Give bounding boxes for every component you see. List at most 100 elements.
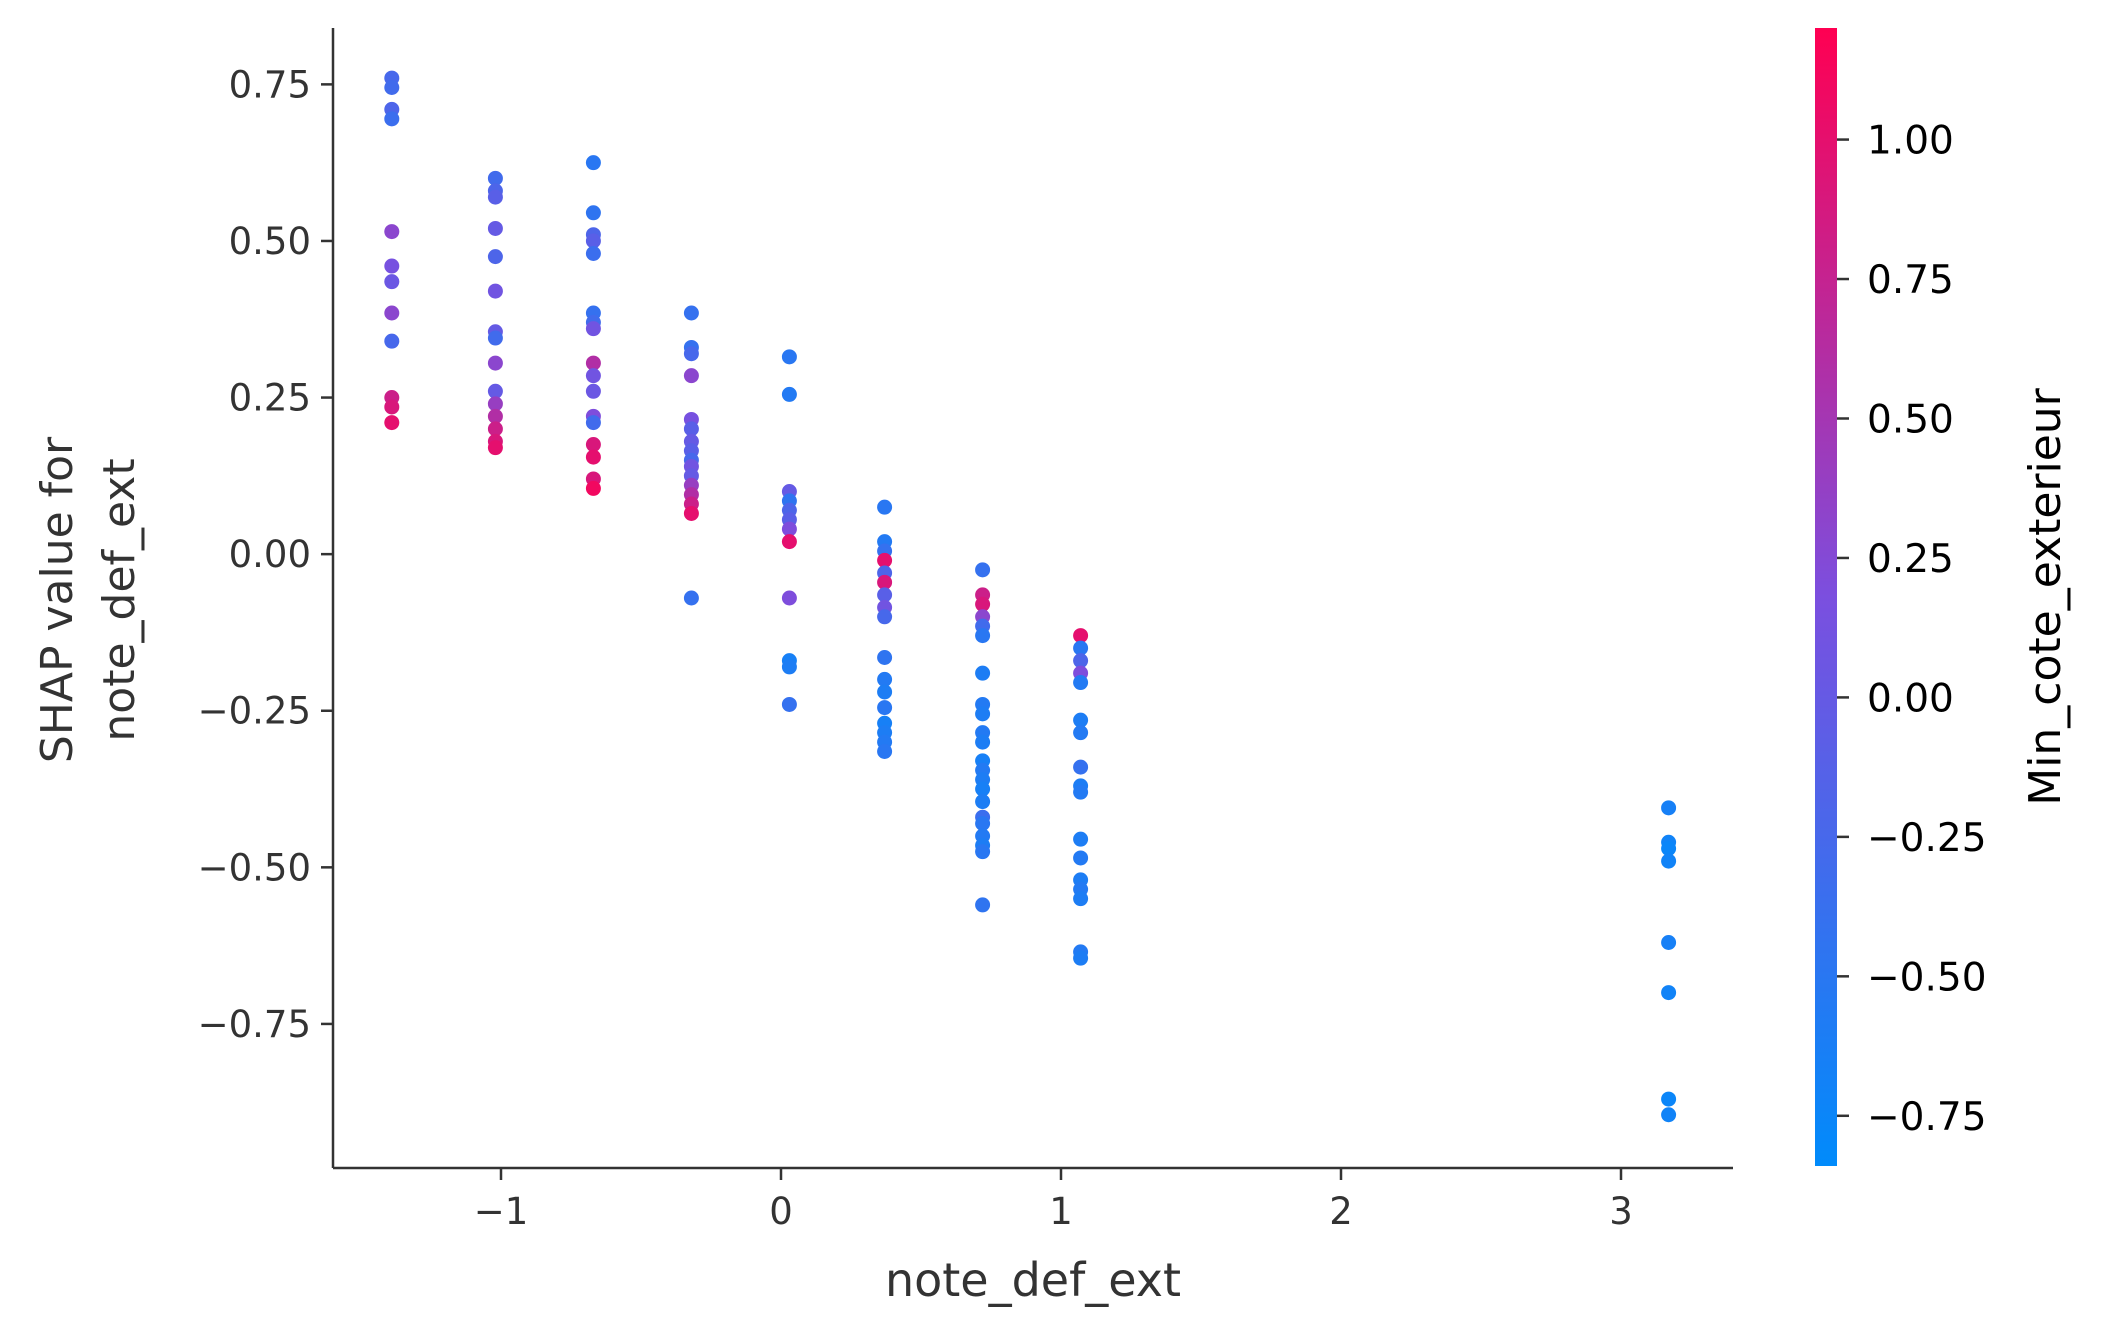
data-point: [585, 321, 601, 337]
y-axis-label-line-2: note_def_ext: [94, 458, 145, 741]
data-point: [487, 383, 503, 399]
data-point: [585, 355, 601, 371]
y-tick-label: 0.50: [229, 220, 311, 263]
data-point: [683, 505, 699, 521]
data-point: [877, 609, 893, 625]
data-point: [975, 844, 991, 860]
data-point: [1661, 841, 1677, 857]
data-point: [975, 665, 991, 681]
y-tick-label: −0.25: [198, 690, 311, 733]
y-tick-label: 0.25: [229, 377, 311, 420]
colorbar-tick-label: 1.00: [1867, 119, 1954, 164]
data-point: [975, 897, 991, 913]
data-point: [1073, 831, 1089, 847]
data-point: [384, 80, 400, 96]
data-point: [585, 449, 601, 465]
data-point: [877, 684, 893, 700]
data-point: [585, 415, 601, 431]
data-point: [487, 220, 503, 236]
data-point: [781, 659, 797, 675]
data-point: [781, 521, 797, 537]
data-point: [683, 305, 699, 321]
data-point: [1073, 712, 1089, 728]
data-point: [1073, 675, 1089, 691]
colorbar-tick-label: 0.50: [1867, 397, 1954, 442]
data-point: [1073, 725, 1089, 741]
data-point: [487, 396, 503, 412]
data-point: [781, 349, 797, 365]
data-point: [384, 111, 400, 127]
colorbar-tick-label: −0.25: [1867, 816, 1987, 861]
data-point: [585, 368, 601, 384]
x-axis-label: note_def_ext: [885, 1253, 1181, 1307]
data-point: [585, 437, 601, 453]
colorbar-tick-label: 0.75: [1867, 258, 1954, 303]
y-axis-ticks: 0.75 0.50 0.25 0.00 −0.25 −0.50 −0.75: [198, 63, 333, 1046]
x-tick-label: 0: [769, 1190, 793, 1233]
data-point: [1661, 1091, 1677, 1107]
data-point: [487, 355, 503, 371]
x-tick-label: 2: [1329, 1190, 1353, 1233]
data-point: [585, 383, 601, 399]
colorbar-tick-label: 0.00: [1867, 676, 1954, 721]
colorbar: [1815, 28, 1837, 1166]
data-point: [975, 794, 991, 810]
data-point: [877, 499, 893, 515]
data-point: [683, 346, 699, 362]
data-point: [975, 628, 991, 644]
colorbar-ticks: 1.00 0.75 0.50 0.25 0.00 −0.25 −0.50 −0.75: [1837, 119, 1987, 1140]
data-point: [1661, 853, 1677, 869]
data-point: [1073, 759, 1089, 775]
data-point: [877, 650, 893, 666]
data-point: [975, 562, 991, 578]
data-point: [585, 205, 601, 221]
data-point: [384, 415, 400, 431]
data-point: [1661, 985, 1677, 1001]
data-point: [487, 421, 503, 437]
data-point: [1661, 935, 1677, 951]
data-point: [877, 743, 893, 759]
data-point: [877, 552, 893, 568]
x-tick-label: −1: [474, 1190, 529, 1233]
data-point: [585, 245, 601, 261]
data-point: [975, 781, 991, 797]
data-point: [1073, 784, 1089, 800]
y-axis-label-line-1: SHAP value for: [32, 436, 83, 763]
data-point: [585, 155, 601, 171]
data-point: [975, 706, 991, 722]
data-point: [781, 696, 797, 712]
colorbar-tick-label: −0.75: [1867, 1095, 1987, 1140]
data-point: [877, 700, 893, 716]
data-point: [975, 596, 991, 612]
data-point: [877, 587, 893, 603]
data-point: [877, 574, 893, 590]
data-point: [585, 480, 601, 496]
data-point: [1073, 628, 1089, 644]
y-tick-label: 0.75: [229, 63, 311, 106]
data-point: [487, 249, 503, 265]
data-point: [975, 734, 991, 750]
y-tick-label: 0.00: [229, 533, 311, 576]
colorbar-tick-label: 0.25: [1867, 537, 1954, 582]
y-tick-label: −0.50: [198, 846, 311, 889]
colorbar-tick-label: −0.50: [1867, 955, 1987, 1000]
data-point: [1073, 640, 1089, 656]
data-point: [384, 258, 400, 274]
data-point: [384, 333, 400, 349]
data-point: [1073, 891, 1089, 907]
scatter-points: [384, 70, 1677, 1123]
data-point: [1661, 800, 1677, 816]
data-point: [487, 440, 503, 456]
y-tick-label: −0.75: [198, 1003, 311, 1046]
data-point: [585, 233, 601, 249]
x-tick-label: 1: [1049, 1190, 1073, 1233]
data-point: [683, 421, 699, 437]
x-tick-label: 3: [1609, 1190, 1633, 1233]
data-point: [487, 408, 503, 424]
data-point: [1661, 1107, 1677, 1123]
colorbar-label: Min_cote_exterieur: [2020, 387, 2071, 805]
data-point: [781, 534, 797, 550]
data-point: [1073, 653, 1089, 669]
data-point: [384, 224, 400, 240]
